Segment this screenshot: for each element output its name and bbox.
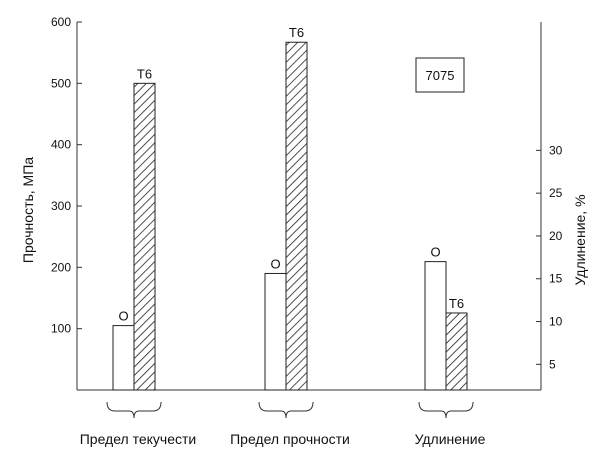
right-tick-label: 10 — [549, 315, 563, 329]
bar-label-o: O — [430, 245, 440, 260]
left-tick-label: 400 — [51, 138, 71, 152]
category-label: Удлинение — [415, 431, 486, 447]
right-tick-label: 30 — [549, 143, 563, 157]
category-label: Предел прочности — [230, 431, 350, 447]
category-brace — [418, 401, 474, 419]
bar-o-3 — [424, 261, 447, 391]
right-tick-label: 5 — [549, 357, 556, 371]
bars — [112, 41, 468, 391]
category-braces — [106, 401, 474, 419]
y-axis-title: Прочность, МПа — [20, 157, 36, 263]
bar-label-t6: T6 — [137, 66, 152, 81]
right-y-axis-ticks: 5 10 15 20 25 30 — [536, 143, 563, 371]
bar-label-t6: T6 — [449, 296, 464, 311]
bar-t6-1 — [133, 82, 156, 391]
left-tick-label: 500 — [51, 76, 71, 90]
alloy-label-box — [415, 57, 465, 93]
left-tick-label: 100 — [51, 322, 71, 336]
category-brace — [106, 401, 162, 419]
bar-o-2 — [264, 272, 287, 391]
alloy-label: 7075 — [426, 68, 455, 83]
y2-axis-title: Удлинение, % — [572, 194, 588, 285]
bar-labels: O T6 O T6 O T6 — [118, 25, 464, 323]
bar-t6-3 — [445, 312, 468, 391]
bar-label-t6: T6 — [289, 25, 304, 40]
bar-label-o: O — [118, 309, 128, 324]
right-tick-label: 20 — [549, 229, 563, 243]
category-brace — [258, 401, 314, 419]
right-tick-label: 15 — [549, 272, 563, 286]
left-tick-label: 300 — [51, 199, 71, 213]
category-labels: Предел текучести Предел прочности Удлинени… — [80, 431, 486, 447]
bar-t6-2 — [285, 41, 308, 391]
left-tick-label: 200 — [51, 260, 71, 274]
bar-label-o: O — [270, 256, 280, 271]
left-y-axis-ticks: 100 200 300 400 500 600 — [51, 15, 82, 336]
bar-o-1 — [112, 325, 135, 391]
left-tick-label: 600 — [51, 15, 71, 29]
category-label: Предел текучести — [80, 431, 197, 447]
right-tick-label: 25 — [549, 186, 563, 200]
